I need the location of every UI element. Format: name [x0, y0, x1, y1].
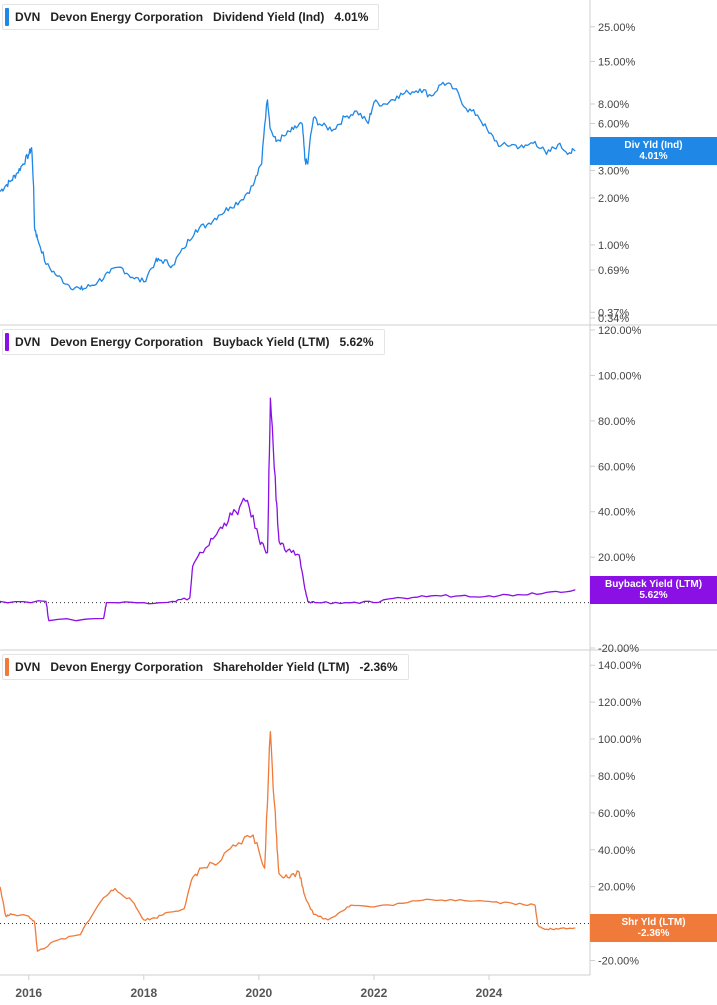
- x-tick-label: 2024: [476, 986, 503, 1000]
- panel-3: 140.00% 120.00% 100.00% 80.00% 60.00% 40.00% 2…: [0, 660, 642, 967]
- y-tick-label: 40.00%: [598, 845, 636, 857]
- x-tick-label: 2018: [130, 986, 157, 1000]
- y-tick-label: 40.00%: [598, 507, 636, 519]
- legend-box: DVN Devon Energy Corporation Buyback Yield…: [2, 329, 385, 355]
- last-value-flag: Buyback Yield (LTM) 5.62%: [590, 575, 717, 604]
- panel-1: 25.00% 15.00% 8.00% 6.00% 3.00% 2.00% 1.00% 0.6…: [0, 22, 636, 325]
- y-tick-label: 100.00%: [598, 370, 642, 382]
- series-line: [0, 81, 576, 291]
- legend-metric: Buyback Yield (LTM): [213, 335, 330, 349]
- y-tick-label: 140.00%: [598, 660, 642, 672]
- series-line: [0, 731, 576, 952]
- y-tick-label: 0.34%: [598, 313, 629, 325]
- last-value-flag: Shr Yld (LTM) -2.36%: [590, 913, 717, 942]
- y-tick-label: 120.00%: [598, 325, 642, 337]
- y-tick-label: 20.00%: [598, 552, 636, 564]
- legend-value: 5.62%: [339, 335, 374, 349]
- y-tick-label: 1.00%: [598, 240, 629, 252]
- flag-label: Buyback Yield (LTM): [604, 578, 703, 590]
- legend-ticker: DVN: [15, 660, 41, 674]
- y-tick-label: -20.00%: [598, 955, 639, 967]
- y-tick-label: 15.00%: [598, 56, 636, 68]
- y-tick-label: 0.37%: [598, 307, 629, 319]
- legend-company: Devon Energy Corporation: [50, 10, 204, 24]
- y-tick-label: 8.00%: [598, 99, 629, 111]
- y-tick-label: -20.00%: [598, 643, 639, 655]
- y-tick-label: 0.69%: [598, 265, 629, 277]
- series-color-swatch: [5, 333, 9, 351]
- legend-box: DVN Devon Energy Corporation Dividend Yiel…: [2, 4, 380, 30]
- y-tick-label: 80.00%: [598, 416, 636, 428]
- legend-company: Devon Energy Corporation: [50, 660, 204, 674]
- y-tick-label: 20.00%: [598, 882, 636, 894]
- y-tick-label: 60.00%: [598, 808, 636, 820]
- last-value-flag: Div Yld (Ind) 4.01%: [590, 136, 717, 165]
- legend-box: DVN Devon Energy Corporation Shareholder Y…: [2, 654, 409, 680]
- y-tick-label: 3.00%: [598, 165, 629, 177]
- x-tick-label: 2016: [15, 986, 42, 1000]
- legend-ticker: DVN: [15, 335, 41, 349]
- y-tick-label: 80.00%: [598, 771, 636, 783]
- series-line: [0, 397, 576, 622]
- legend-ticker: DVN: [15, 10, 41, 24]
- y-tick-label: 25.00%: [598, 22, 636, 34]
- legend-metric: Shareholder Yield (LTM): [213, 660, 350, 674]
- flag-value: -2.36%: [637, 927, 670, 939]
- legend-value: 4.01%: [334, 10, 369, 24]
- legend-value: -2.36%: [359, 660, 398, 674]
- flag-value: 5.62%: [639, 589, 668, 601]
- y-tick-label: 2.00%: [598, 193, 629, 205]
- y-tick-label: 120.00%: [598, 697, 642, 709]
- panel-2: 120.00% 100.00% 80.00% 60.00% 40.00% 20.00% -2…: [0, 325, 642, 655]
- legend-company: Devon Energy Corporation: [50, 335, 204, 349]
- flag-value: 4.01%: [639, 150, 668, 162]
- x-tick-label: 2020: [246, 986, 273, 1000]
- series-color-swatch: [5, 8, 9, 26]
- y-tick-label: 100.00%: [598, 734, 642, 746]
- y-tick-label: 6.00%: [598, 118, 629, 130]
- series-color-swatch: [5, 658, 9, 676]
- flag-label: Div Yld (Ind): [624, 139, 683, 151]
- y-tick-label: 60.00%: [598, 461, 636, 473]
- legend-metric: Dividend Yield (Ind): [213, 10, 325, 24]
- x-tick-label: 2022: [361, 986, 388, 1000]
- flag-label: Shr Yld (LTM): [621, 916, 686, 928]
